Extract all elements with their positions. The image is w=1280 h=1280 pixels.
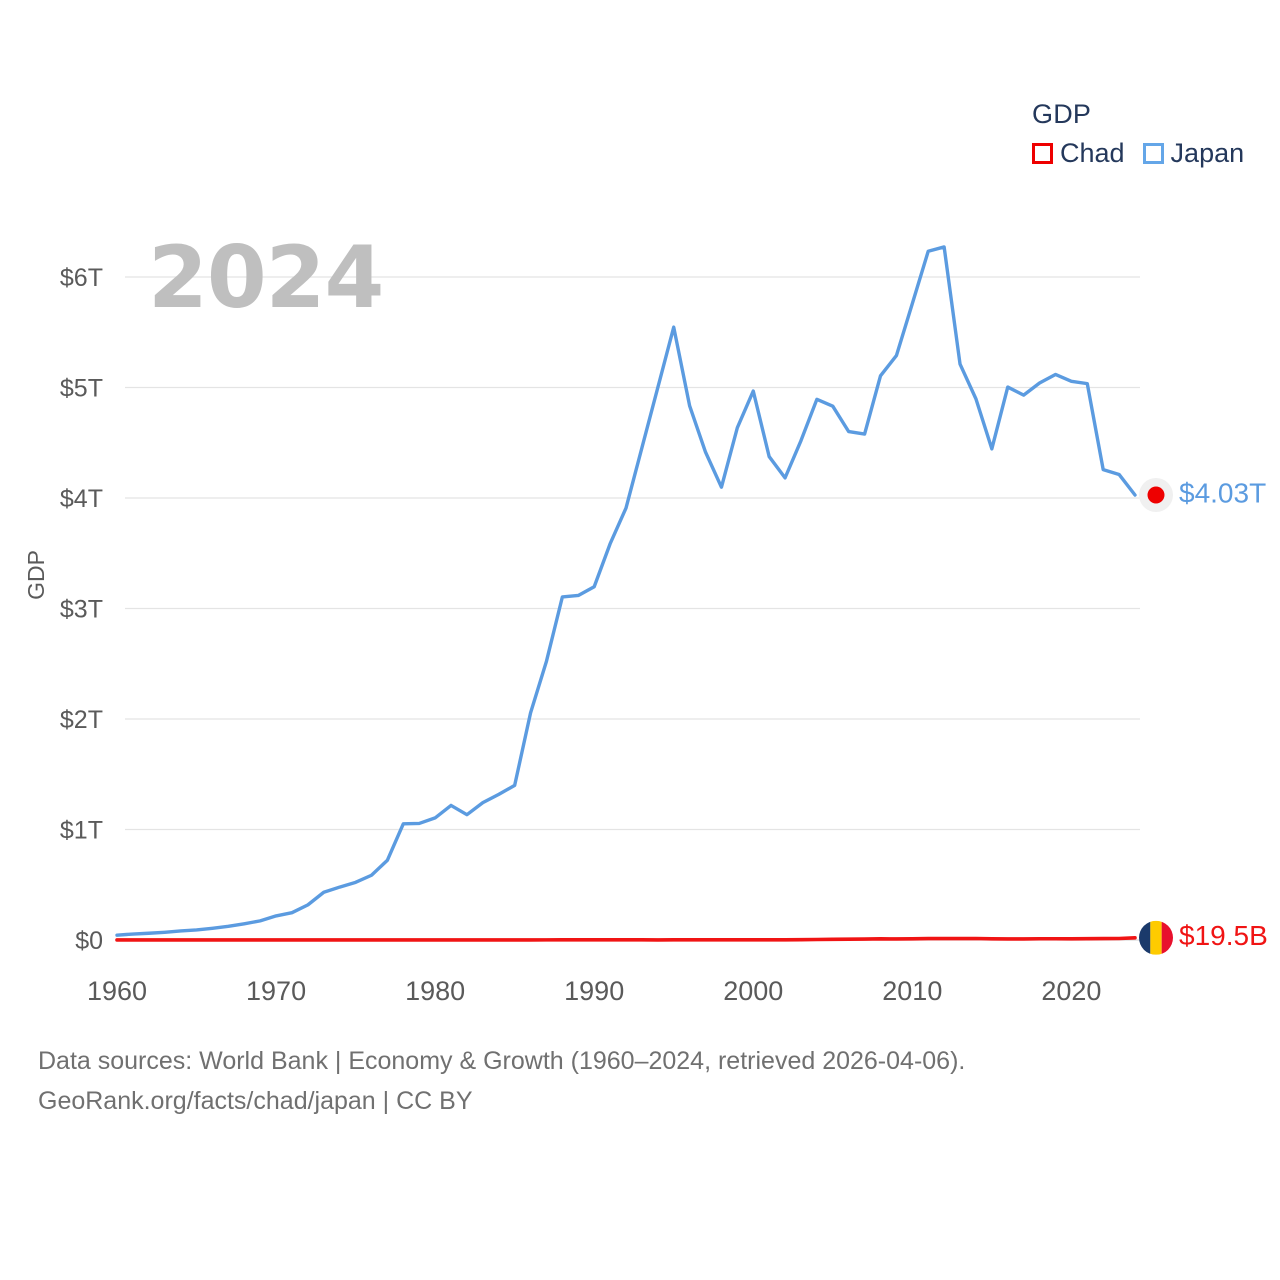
legend-swatch-japan-icon <box>1142 142 1164 164</box>
watermark-year: 2024 <box>148 228 383 328</box>
chart-footer: Data sources: World Bank | Economy & Gro… <box>38 1041 1238 1121</box>
y-axis-tick: $3T <box>60 596 103 624</box>
x-axis-tick: 2020 <box>1041 976 1101 1006</box>
legend-label-japan: Japan <box>1170 138 1245 168</box>
x-axis-tick-labels: 1960 1970 1980 1990 2000 2010 2020 <box>87 976 1101 1006</box>
x-axis-tick: 1980 <box>405 976 465 1006</box>
legend-label-chad: Chad <box>1060 138 1125 168</box>
end-label-chad: $19.5B <box>1179 920 1268 951</box>
chart-legend: GDP Chad Japan <box>1032 98 1262 168</box>
footer-data-sources: Data sources: World Bank | Economy & Gro… <box>38 1047 966 1075</box>
footer-attribution: GeoRank.org/facts/chad/japan | CC BY <box>38 1087 473 1115</box>
y-axis-tick: $6T <box>60 264 103 292</box>
x-axis-tick: 1990 <box>564 976 624 1006</box>
y-axis-tick: $5T <box>60 375 103 403</box>
y-axis-tick: $4T <box>60 485 103 513</box>
legend-item-chad[interactable]: Chad <box>1032 138 1125 168</box>
series-line-japan <box>115 245 1137 937</box>
chart-plot-area: 2024 $6T $5T $4T $3T $2T $1T $0 1960 1970 1980 19… <box>23 228 1268 1006</box>
x-axis-tick: 1960 <box>87 976 147 1006</box>
japan-flag-icon <box>1139 478 1173 512</box>
series-line-chad <box>115 936 1137 942</box>
x-axis-tick: 2010 <box>882 976 942 1006</box>
y-axis-tick: $1T <box>60 817 103 845</box>
legend-title: GDP <box>1032 99 1092 129</box>
chad-flag-icon <box>1139 920 1173 955</box>
end-label-japan: $4.03T <box>1179 477 1266 508</box>
y-axis-tick-labels: $6T $5T $4T $3T $2T $1T $0 <box>60 264 103 955</box>
legend-items: Chad Japan <box>1032 138 1262 168</box>
y-axis-title: GDP <box>23 550 49 600</box>
y-axis-tick: $2T <box>60 706 103 734</box>
x-axis-tick: 2000 <box>723 976 783 1006</box>
gridlines <box>125 276 1140 941</box>
line-chart-svg: 2024 $6T$5T$4T$3T$2T$1T$0 1960 1970 1980 19… <box>23 228 1268 1006</box>
legend-swatch-chad-icon <box>1032 142 1053 164</box>
legend-item-japan[interactable]: Japan <box>1142 138 1245 168</box>
y-axis-tick: $0 <box>75 927 103 955</box>
x-axis-tick: 1970 <box>246 976 306 1006</box>
